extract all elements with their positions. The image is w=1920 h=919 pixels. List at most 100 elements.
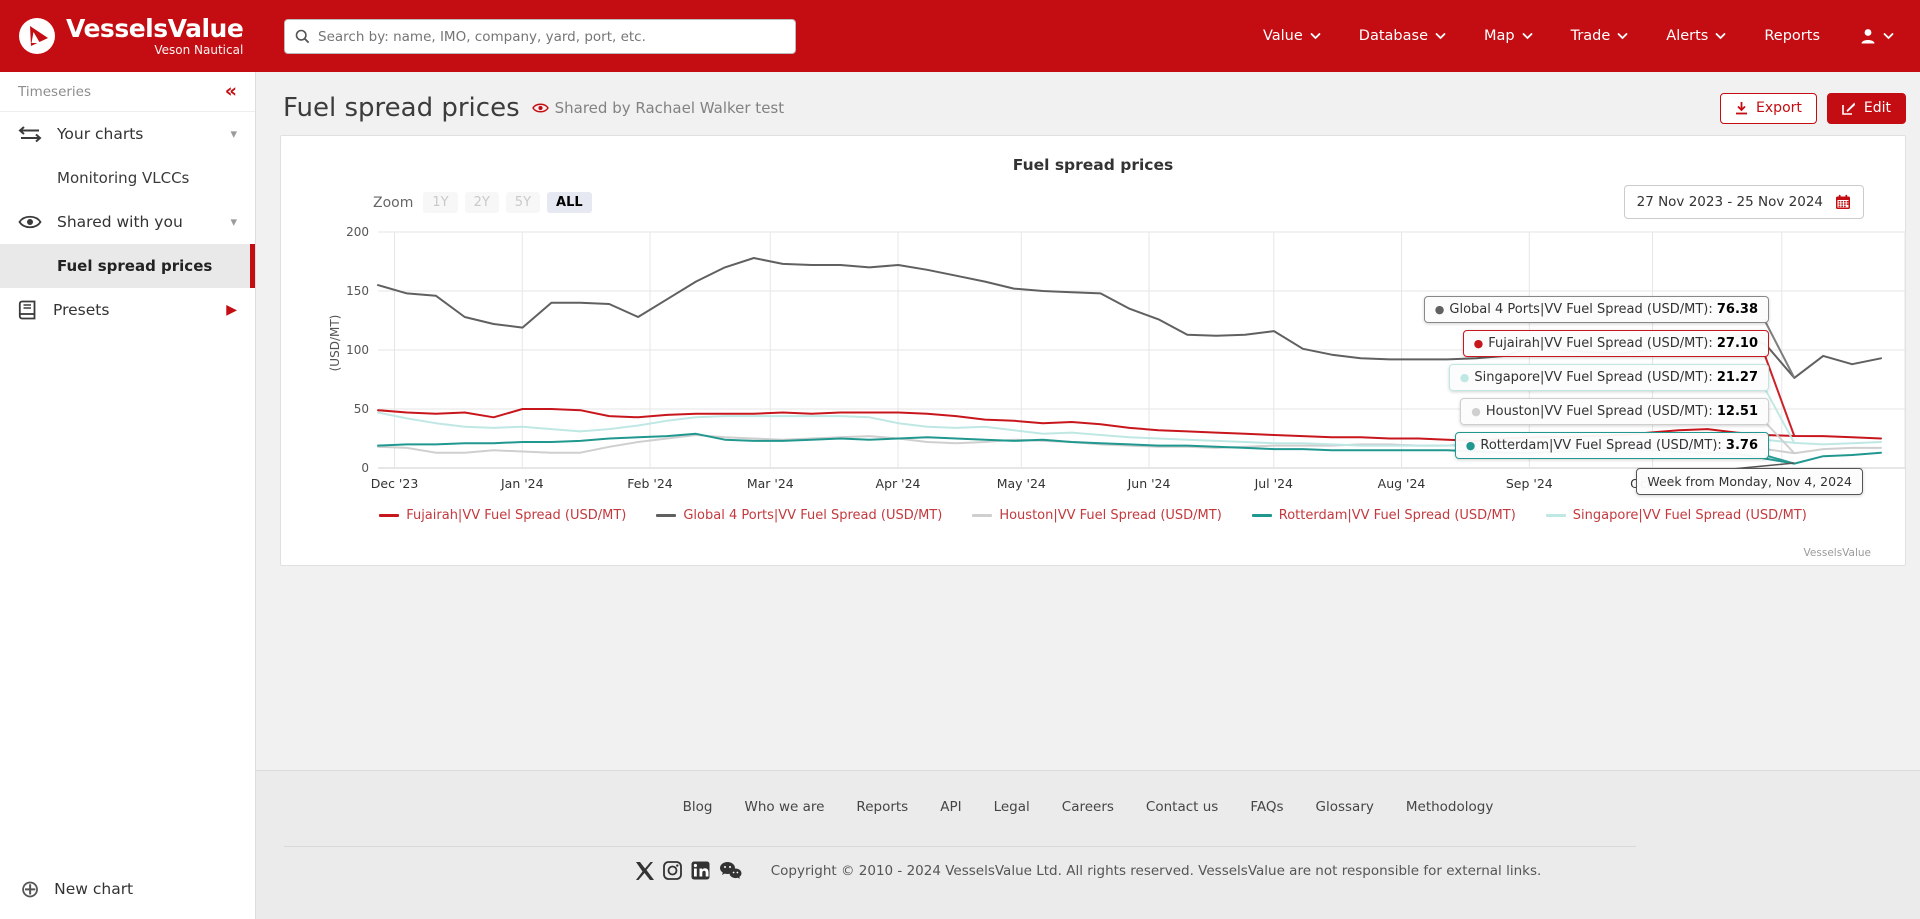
zoom-button-5y[interactable]: 5Y xyxy=(505,192,541,213)
nav-item-value[interactable]: Value xyxy=(1263,28,1321,44)
tooltip-series-value: 27.10 xyxy=(1716,336,1758,351)
tooltip-series-dot: ● xyxy=(1465,439,1476,452)
date-range-picker[interactable]: 27 Nov 2023 - 25 Nov 2024 xyxy=(1623,185,1864,219)
y-tick-label: 0 xyxy=(361,461,369,475)
x-tick-label: Apr '24 xyxy=(875,476,921,491)
tooltip-series-name: Fujairah|VV Fuel Spread (USD/MT): xyxy=(1488,336,1717,351)
legend-item-global-4-ports[interactable]: Global 4 Ports|VV Fuel Spread (USD/MT) xyxy=(656,508,942,523)
footer-link-reports[interactable]: Reports xyxy=(856,799,909,815)
footer-link-faqs[interactable]: FAQs xyxy=(1250,799,1284,815)
vesselsvalue-logo[interactable]: VesselsValue Veson Nautical xyxy=(18,14,244,57)
main-content: Fuel spread prices Shared by Rachael Wal… xyxy=(256,72,1920,919)
edit-label: Edit xyxy=(1863,100,1891,116)
sidebar-items: Your charts ▾ Monitoring VLCCs Shared with … xyxy=(0,112,255,332)
x-tick-label: Feb '24 xyxy=(627,476,673,491)
chevron-down-icon xyxy=(1617,32,1628,40)
chart-legend: Fujairah|VV Fuel Spread (USD/MT) Global 4… xyxy=(281,508,1905,523)
tooltip-series-dot: ● xyxy=(1459,371,1470,384)
chevron-right-icon: ▶ xyxy=(226,302,237,318)
nav-item-trade[interactable]: Trade xyxy=(1571,28,1629,44)
legend-label: Fujairah|VV Fuel Spread (USD/MT) xyxy=(406,508,627,523)
footer-link-api[interactable]: API xyxy=(940,799,962,815)
tooltip-singapore: ● Singapore|VV Fuel Spread (USD/MT): 21.2… xyxy=(1448,364,1769,391)
sidebar-item-presets[interactable]: Presets ▶ xyxy=(0,288,255,332)
nav-item-label: Trade xyxy=(1570,28,1611,44)
export-button[interactable]: Export xyxy=(1720,92,1817,124)
x-icon[interactable] xyxy=(635,861,654,880)
nav-item-label: Map xyxy=(1483,28,1515,44)
nav-item-alerts[interactable]: Alerts xyxy=(1666,28,1726,44)
tooltip-series-value: 21.27 xyxy=(1716,370,1758,385)
global-search[interactable] xyxy=(284,19,796,54)
tooltip-series-dot: ● xyxy=(1473,337,1484,350)
nav-item-reports[interactable]: Reports xyxy=(1764,28,1820,44)
footer-link-contact-us[interactable]: Contact us xyxy=(1145,799,1219,815)
eye-icon xyxy=(18,214,42,230)
eye-icon xyxy=(531,102,549,114)
legend-marker xyxy=(1251,514,1272,517)
sidebar-header: Timeseries « xyxy=(0,72,255,112)
footer-link-methodology[interactable]: Methodology xyxy=(1405,799,1494,815)
tooltip-rotterdam: ● Rotterdam|VV Fuel Spread (USD/MT): 3.76 xyxy=(1454,432,1769,459)
nav-item-database[interactable]: Database xyxy=(1359,28,1446,44)
footer-link-careers[interactable]: Careers xyxy=(1061,799,1114,815)
nav-item-label: Alerts xyxy=(1666,28,1709,44)
legend-label: Rotterdam|VV Fuel Spread (USD/MT) xyxy=(1278,508,1516,523)
chart-card: Fuel spread prices Zoom 1Y 2Y 5Y ALL 27 Nov… xyxy=(280,135,1906,566)
new-chart-button[interactable]: ⊕ New chart xyxy=(20,877,133,901)
wechat-icon[interactable] xyxy=(719,861,742,880)
tooltip-series-name: Global 4 Ports|VV Fuel Spread (USD/MT): xyxy=(1449,302,1717,317)
chevron-down-icon xyxy=(1715,32,1726,40)
sidebar-item-fuel-spread-prices[interactable]: Fuel spread prices xyxy=(0,244,255,288)
instagram-icon[interactable] xyxy=(662,861,682,880)
nav-item-label: Value xyxy=(1262,28,1303,44)
legend-item-fujairah[interactable]: Fujairah|VV Fuel Spread (USD/MT) xyxy=(379,508,626,523)
y-tick-label: 150 xyxy=(346,284,369,298)
tooltip-fujairah: ● Fujairah|VV Fuel Spread (USD/MT): 27.10 xyxy=(1462,330,1769,357)
footer-link-who-we-are[interactable]: Who we are xyxy=(744,799,825,815)
shared-by-text: Shared by Rachael Walker test xyxy=(554,99,785,117)
zoom-button-all[interactable]: ALL xyxy=(547,192,592,213)
footer-link-blog[interactable]: Blog xyxy=(682,799,713,815)
linkedin-icon[interactable] xyxy=(691,861,710,880)
chevron-down-icon: ▾ xyxy=(230,126,237,142)
x-tick-label: Mar '24 xyxy=(746,476,794,491)
tooltip-series-value: 3.76 xyxy=(1725,438,1758,453)
legend-item-singapore[interactable]: Singapore|VV Fuel Spread (USD/MT) xyxy=(1545,508,1807,523)
sidebar-item-your-charts[interactable]: Your charts ▾ xyxy=(0,112,255,156)
footer-divider xyxy=(284,846,1636,847)
new-chart-label: New chart xyxy=(54,880,134,898)
footer: Blog Who we are Reports API Legal Careers Cont… xyxy=(256,770,1920,919)
book-icon xyxy=(18,300,38,320)
nav-item-map[interactable]: Map xyxy=(1484,28,1533,44)
chevron-down-icon xyxy=(1310,32,1321,40)
swap-arrows-icon xyxy=(18,125,42,143)
footer-link-legal[interactable]: Legal xyxy=(993,799,1030,815)
copyright-text: Copyright © 2010 - 2024 VesselsValue Ltd… xyxy=(770,862,1542,879)
logo-title: VesselsValue xyxy=(66,14,244,43)
legend-marker xyxy=(656,514,677,517)
legend-marker xyxy=(379,514,400,517)
tooltip-series-value: 76.38 xyxy=(1716,302,1758,317)
collapse-sidebar-icon[interactable]: « xyxy=(224,80,237,102)
edit-button[interactable]: Edit xyxy=(1826,92,1906,124)
legend-label: Global 4 Ports|VV Fuel Spread (USD/MT) xyxy=(683,508,943,523)
zoom-label: Zoom xyxy=(373,194,414,211)
sidebar-item-shared-with-you[interactable]: Shared with you ▾ xyxy=(0,200,255,244)
legend-item-houston[interactable]: Houston|VV Fuel Spread (USD/MT) xyxy=(972,508,1222,523)
chart-title: Fuel spread prices xyxy=(1012,156,1174,174)
footer-bottom: Copyright © 2010 - 2024 VesselsValue Ltd… xyxy=(256,861,1920,880)
user-menu[interactable] xyxy=(1858,0,1894,72)
sidebar-title: Timeseries xyxy=(18,83,92,100)
tooltip-series-dot: ● xyxy=(1434,303,1445,316)
logo-subtitle: Veson Nautical xyxy=(154,43,244,57)
tooltip-series-name: Houston|VV Fuel Spread (USD/MT): xyxy=(1485,404,1717,419)
search-input[interactable] xyxy=(318,28,785,45)
sidebar-item-monitoring-vlccs[interactable]: Monitoring VLCCs xyxy=(0,156,255,200)
tooltip-series-dot: ● xyxy=(1471,405,1481,418)
zoom-button-1y[interactable]: 1Y xyxy=(423,192,458,213)
footer-link-glossary[interactable]: Glossary xyxy=(1315,799,1374,815)
legend-item-rotterdam[interactable]: Rotterdam|VV Fuel Spread (USD/MT) xyxy=(1251,508,1516,523)
zoom-button-2y[interactable]: 2Y xyxy=(464,192,499,213)
download-icon xyxy=(1735,101,1748,115)
